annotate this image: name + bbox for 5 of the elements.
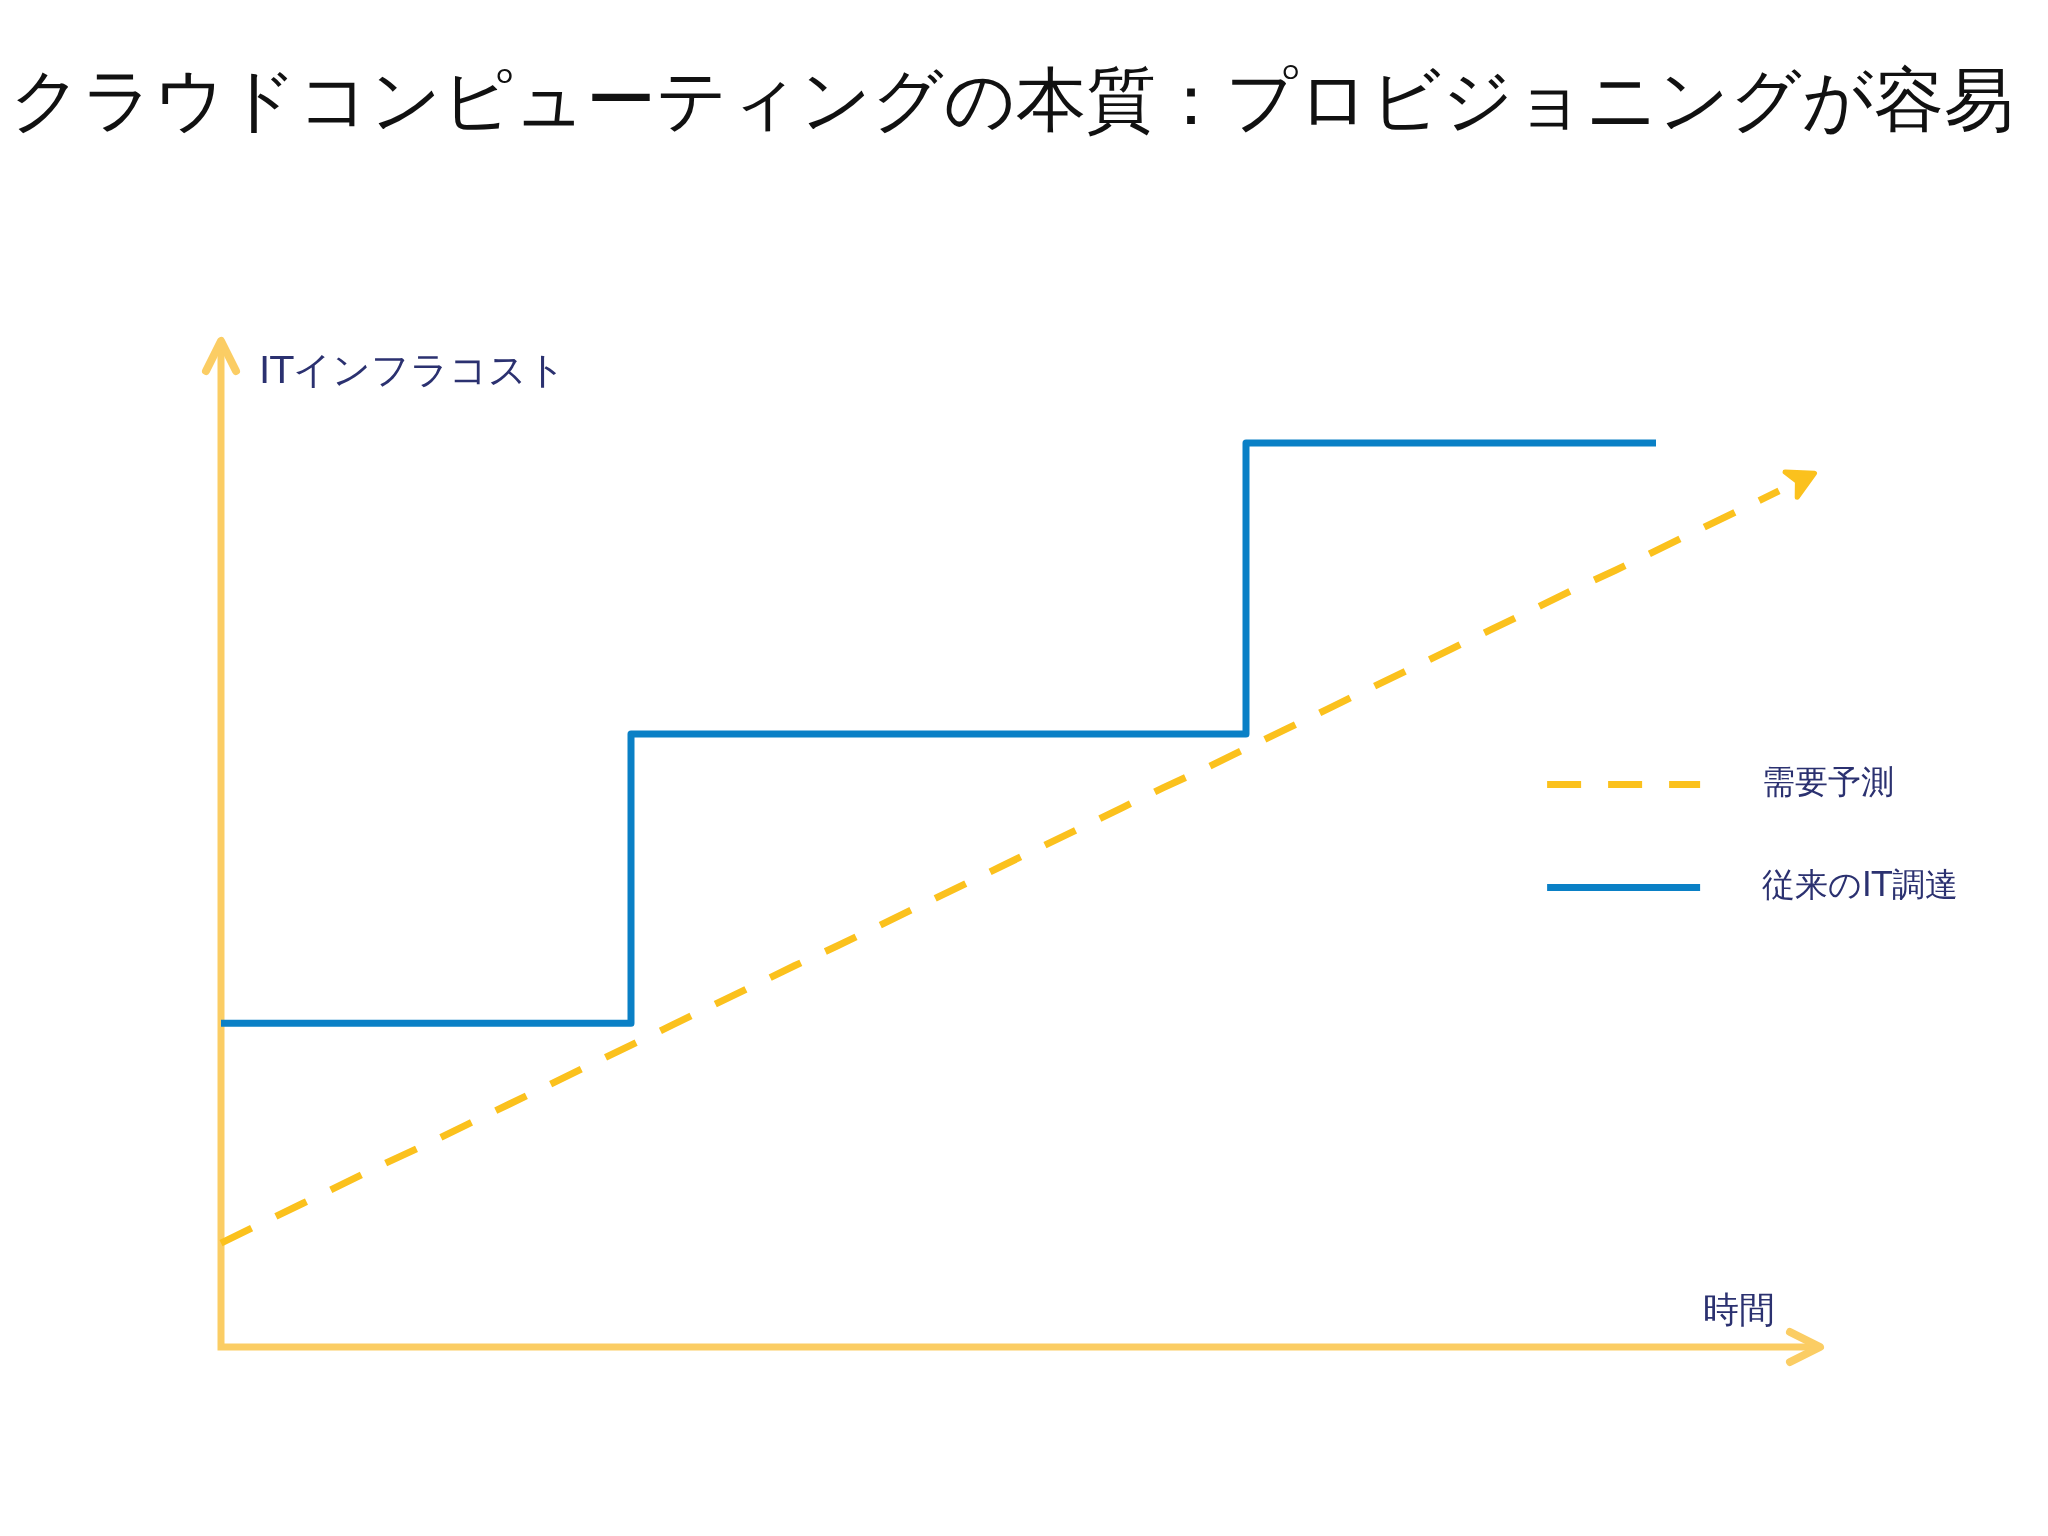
legend-label: 需要予測 xyxy=(1762,762,1895,802)
x-axis-title: 時間 xyxy=(1703,1289,1775,1331)
chart-title: クラウドコンピューティングの本質：プロビジョニングが容易 xyxy=(10,59,2014,142)
legend-label: 従来のIT調達 xyxy=(1762,865,1958,905)
y-axis-title: ITインフラコスト xyxy=(259,347,567,392)
